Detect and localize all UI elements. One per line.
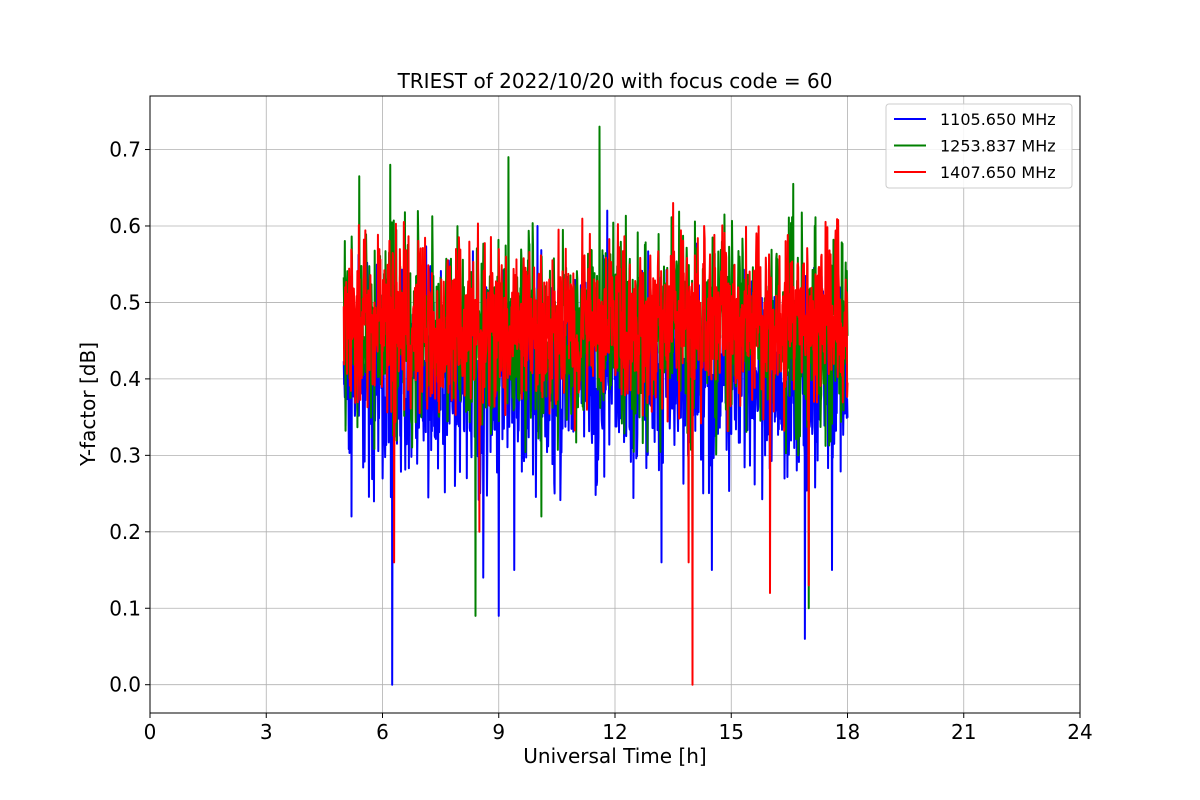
series-line (342, 202, 849, 686)
y-tick-label: 0.0 (109, 673, 141, 697)
x-tick-label: 6 (376, 720, 389, 744)
y-tick-label: 0.2 (109, 520, 141, 544)
y-tick-label: 0.1 (109, 596, 141, 620)
legend-label: 1253.837 MHz (940, 137, 1056, 156)
x-tick-label: 21 (951, 720, 976, 744)
x-axis: 0 3 6 9 12 15 18 21 24 (144, 713, 1093, 744)
x-tick-label: 3 (260, 720, 273, 744)
y-tick-label: 0.6 (109, 214, 141, 238)
series-layer (342, 125, 849, 686)
y-tick-label: 0.3 (109, 443, 141, 467)
x-tick-label: 12 (602, 720, 627, 744)
y-tick-label: 0.4 (109, 367, 141, 391)
legend-label: 1407.650 MHz (940, 163, 1056, 182)
x-tick-label: 15 (719, 720, 744, 744)
y-axis-label: Y-factor [dB] (76, 342, 100, 467)
x-tick-label: 18 (835, 720, 860, 744)
chart-title: TRIEST of 2022/10/20 with focus code = 6… (397, 69, 833, 93)
legend: 1105.650 MHz 1253.837 MHz 1407.650 MHz (885, 103, 1073, 189)
y-axis: 0.0 0.1 0.2 0.3 0.4 0.5 0.6 0.7 (109, 138, 150, 697)
x-tick-label: 9 (492, 720, 505, 744)
legend-box (885, 103, 1073, 189)
x-tick-label: 0 (144, 720, 157, 744)
x-axis-label: Universal Time [h] (523, 744, 706, 768)
y-tick-label: 0.7 (109, 138, 141, 162)
x-tick-label: 24 (1067, 720, 1092, 744)
legend-label: 1105.650 MHz (940, 110, 1056, 129)
y-tick-label: 0.5 (109, 290, 141, 314)
